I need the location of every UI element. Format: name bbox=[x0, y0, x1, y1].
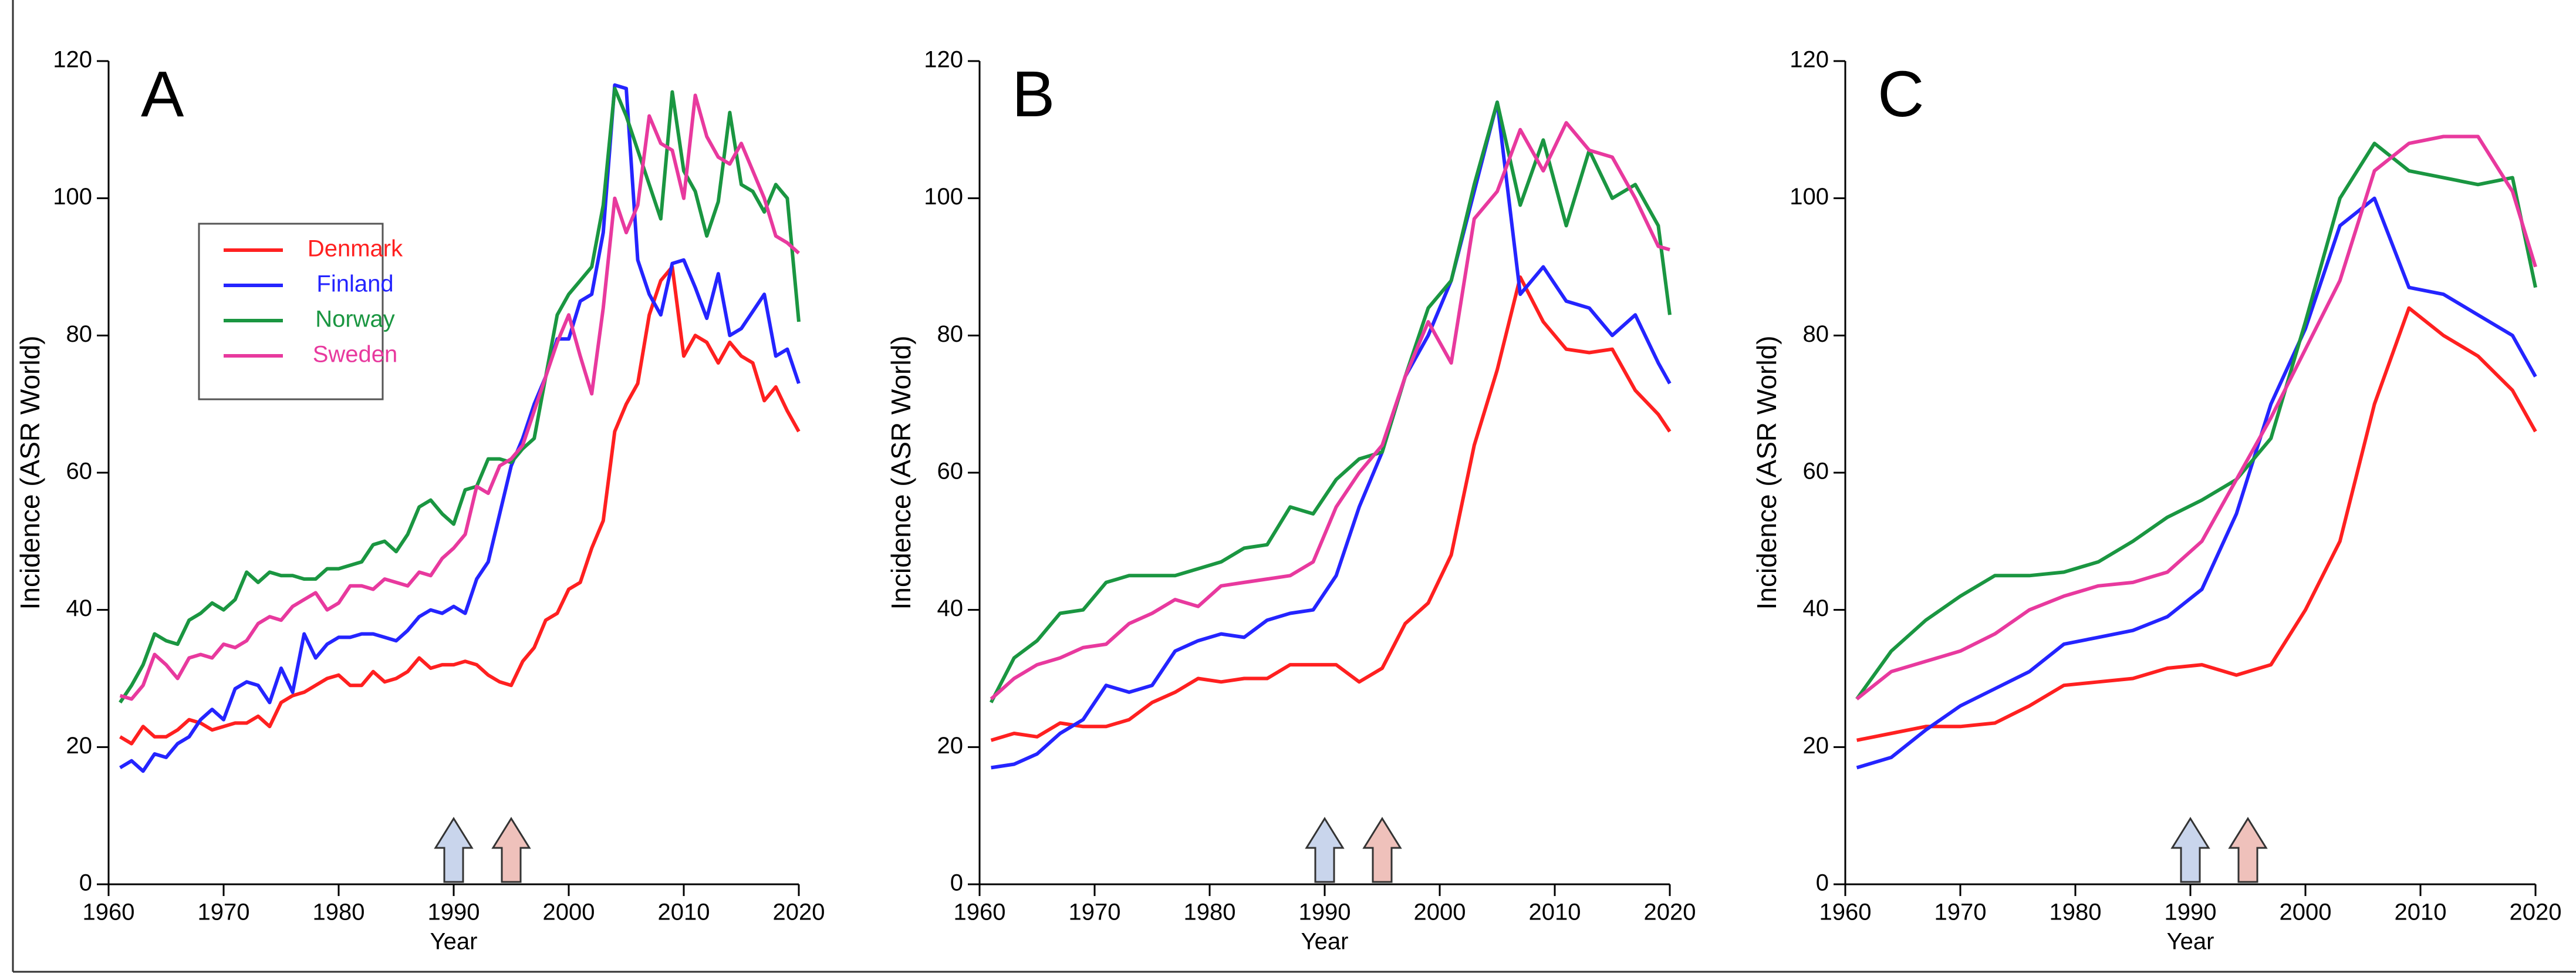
legend-box bbox=[198, 223, 384, 400]
y-axis-label: Incidence (ASR World) bbox=[15, 336, 45, 610]
x-tick-label: 2010 bbox=[1529, 900, 1581, 925]
y-tick-label: 100 bbox=[53, 184, 92, 210]
arrow bbox=[2228, 817, 2268, 883]
series-line bbox=[1856, 306, 2537, 742]
legend-label: Norway bbox=[315, 307, 395, 332]
x-tick-label: 2000 bbox=[2280, 900, 2332, 925]
y-tick-label: 100 bbox=[1790, 184, 1829, 210]
y-tick-label: 60 bbox=[937, 459, 964, 484]
x-axis-label: Year bbox=[2167, 929, 2214, 955]
arrow bbox=[491, 817, 531, 883]
x-tick-label: 1980 bbox=[313, 900, 365, 925]
legend-label: Sweden bbox=[313, 342, 398, 368]
y-tick-label: 120 bbox=[1790, 47, 1829, 73]
x-axis-label: Year bbox=[430, 929, 478, 955]
y-tick-label: 60 bbox=[66, 459, 93, 484]
x-tick-label: 1970 bbox=[1934, 900, 1987, 925]
x-tick-label: 1990 bbox=[2165, 900, 2217, 925]
y-tick-label: 80 bbox=[937, 321, 964, 347]
y-tick-label: 20 bbox=[1803, 733, 1829, 759]
x-tick-label: 1980 bbox=[2050, 900, 2102, 925]
x-tick-label: 1980 bbox=[1184, 900, 1236, 925]
y-tick-label: 0 bbox=[79, 870, 92, 896]
y-tick-label: 100 bbox=[924, 184, 963, 210]
arrow bbox=[1362, 817, 1402, 883]
y-tick-label: 40 bbox=[66, 595, 93, 621]
x-tick-label: 2000 bbox=[543, 900, 595, 925]
series-line bbox=[989, 100, 1672, 703]
y-tick-label: 120 bbox=[53, 47, 92, 73]
x-tick-label: 2020 bbox=[773, 900, 825, 925]
x-tick-label: 2010 bbox=[2395, 900, 2447, 925]
series-line bbox=[1856, 196, 2537, 770]
y-tick-label: 20 bbox=[937, 733, 964, 759]
panel-label: C bbox=[1878, 58, 1924, 130]
x-tick-label: 2010 bbox=[658, 900, 710, 925]
y-tick-label: 120 bbox=[924, 47, 963, 73]
legend-label: Denmark bbox=[308, 236, 403, 262]
series-line bbox=[990, 121, 1670, 701]
series-line bbox=[1855, 142, 2537, 701]
y-axis-label: Incidence (ASR World) bbox=[886, 336, 916, 610]
y-tick-label: 80 bbox=[1803, 321, 1829, 347]
x-tick-label: 2020 bbox=[1644, 900, 1696, 925]
y-tick-label: 0 bbox=[1816, 870, 1829, 896]
arrow bbox=[2170, 817, 2210, 883]
legend-label: Finland bbox=[316, 271, 393, 297]
x-tick-label: 1960 bbox=[83, 900, 135, 925]
y-tick-label: 60 bbox=[1803, 459, 1829, 484]
panel-label: A bbox=[141, 58, 184, 130]
series-line bbox=[1855, 134, 2537, 701]
y-tick-label: 20 bbox=[66, 733, 93, 759]
x-axis-label: Year bbox=[1301, 929, 1349, 955]
series-line bbox=[119, 93, 800, 701]
series-line bbox=[991, 100, 1672, 770]
y-tick-label: 0 bbox=[950, 870, 963, 896]
panel-label: B bbox=[1012, 58, 1055, 130]
series-line bbox=[119, 265, 801, 746]
y-tick-label: 80 bbox=[66, 321, 93, 347]
x-tick-label: 1970 bbox=[198, 900, 250, 925]
x-tick-label: 1970 bbox=[1069, 900, 1121, 925]
x-tick-label: 1990 bbox=[1299, 900, 1351, 925]
y-axis-label: Incidence (ASR World) bbox=[1751, 336, 1782, 610]
arrow bbox=[1305, 817, 1345, 883]
x-tick-label: 1960 bbox=[1819, 900, 1872, 925]
y-tick-label: 40 bbox=[1803, 595, 1829, 621]
series-line bbox=[119, 83, 801, 773]
x-tick-label: 1960 bbox=[954, 900, 1006, 925]
x-tick-label: 1990 bbox=[428, 900, 480, 925]
x-tick-label: 2020 bbox=[2510, 900, 2562, 925]
arrow bbox=[434, 817, 474, 883]
y-tick-label: 40 bbox=[937, 595, 964, 621]
series-line bbox=[990, 275, 1672, 742]
x-tick-label: 2000 bbox=[1414, 900, 1466, 925]
